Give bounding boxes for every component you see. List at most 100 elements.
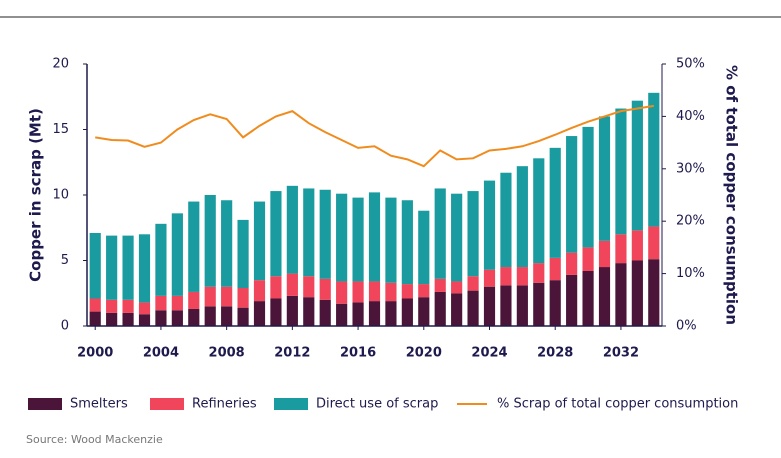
bar-segment	[319, 278, 331, 300]
bar-segment	[336, 281, 348, 304]
bar-segment	[171, 295, 183, 311]
bar-segment	[385, 282, 397, 302]
y2-tick-label: 0%	[676, 319, 697, 334]
bar-segment	[204, 195, 216, 287]
legend-swatch	[28, 398, 62, 410]
bar-segment	[418, 297, 430, 326]
x-tick-label: 2020	[406, 346, 442, 361]
legend-swatch	[150, 398, 184, 410]
bar-segment	[171, 213, 183, 296]
bar-segment	[598, 267, 611, 326]
bar-segment	[303, 188, 315, 277]
bar-segment	[368, 301, 381, 326]
bar-segment	[483, 269, 496, 287]
bar-segment	[270, 276, 282, 299]
bar-segment	[204, 306, 216, 326]
bar-segment	[221, 200, 233, 287]
legend-label: Refineries	[192, 397, 257, 412]
bar-segment	[319, 189, 331, 279]
y2-tick-label: 20%	[676, 214, 705, 229]
bar-segment	[237, 307, 249, 326]
bar-segment	[467, 290, 479, 326]
bar-segment	[582, 247, 594, 271]
bar-segment	[106, 312, 118, 326]
bar-segment	[237, 219, 249, 289]
bar-segment	[434, 278, 446, 292]
bar-segment	[418, 210, 430, 285]
x-tick-label: 2000	[77, 346, 113, 361]
legend-label: Smelters	[70, 397, 128, 412]
y-tick-label: 0	[61, 319, 69, 334]
y2-axis-title: % of total copper consumption	[723, 65, 741, 325]
bar-segment	[451, 293, 463, 326]
bar-segment	[122, 299, 134, 313]
x-tick-label: 2024	[471, 346, 507, 361]
bar-segment	[401, 298, 413, 326]
y2-tick-label: 10%	[676, 266, 705, 281]
bar-segment	[138, 302, 151, 315]
bar-segment	[155, 295, 167, 311]
bar-segment	[434, 188, 446, 279]
bar-segment	[467, 191, 479, 277]
bar-segment	[138, 314, 151, 326]
bar-segment	[434, 291, 446, 326]
bar-segment	[401, 200, 413, 285]
bar-segment	[89, 298, 101, 312]
bar-segment	[253, 201, 266, 281]
source: Source: Wood Mackenzie	[26, 433, 163, 446]
bar-segment	[138, 234, 151, 303]
bar-segment	[352, 302, 364, 326]
bar-segment	[500, 285, 512, 326]
bar-segment	[549, 257, 561, 281]
bar-segment	[253, 280, 266, 302]
legend-label: Direct use of scrap	[316, 397, 438, 412]
bar-segment	[336, 193, 348, 282]
bar-segment	[352, 197, 364, 282]
bar-segment	[483, 286, 496, 326]
y-tick-label: 15	[52, 122, 69, 137]
bar-segment	[155, 223, 167, 296]
bar-segment	[451, 193, 463, 282]
bar-segment	[319, 299, 331, 326]
bar-segment	[549, 280, 561, 326]
y2-tick-label: 30%	[676, 161, 705, 176]
y-axis-title: Copper in scrap (Mt)	[27, 108, 45, 282]
x-tick-label: 2004	[143, 346, 179, 361]
bar-segment	[122, 312, 134, 326]
bar-segment	[467, 276, 479, 291]
bar-segment	[188, 291, 200, 309]
legend-label: % Scrap of total copper consumption	[497, 397, 738, 412]
bar-segment	[89, 311, 101, 326]
x-tick-label: 2032	[603, 346, 639, 361]
bar-segment	[648, 259, 660, 326]
bar-segment	[500, 267, 512, 286]
bar-segment	[648, 226, 660, 260]
bar-segment	[631, 230, 643, 261]
bar-segment	[155, 310, 167, 326]
bar-segment	[188, 201, 200, 292]
bar-segment	[500, 172, 512, 268]
bar-segment	[566, 274, 578, 326]
bar-segment	[582, 126, 594, 248]
bar-segment	[533, 263, 545, 283]
bar-segment	[418, 284, 430, 298]
x-tick-label: 2012	[274, 346, 310, 361]
bar-segment	[615, 108, 627, 235]
bar-segment	[615, 263, 627, 326]
bar-segment	[598, 116, 611, 241]
bar-segment	[106, 235, 118, 300]
bar-segment	[533, 158, 545, 264]
bar-segment	[368, 192, 381, 282]
bar-segment	[566, 252, 578, 275]
bar-segment	[122, 235, 134, 300]
bar-segment	[303, 297, 315, 326]
bar-segment	[188, 308, 200, 326]
bar-segment	[303, 276, 315, 298]
bar-segment	[253, 301, 266, 326]
bar-segment	[204, 286, 216, 307]
x-tick-label: 2016	[340, 346, 376, 361]
bar-segment	[270, 298, 282, 326]
bar-segment	[237, 288, 249, 308]
bar-segment	[286, 295, 298, 326]
